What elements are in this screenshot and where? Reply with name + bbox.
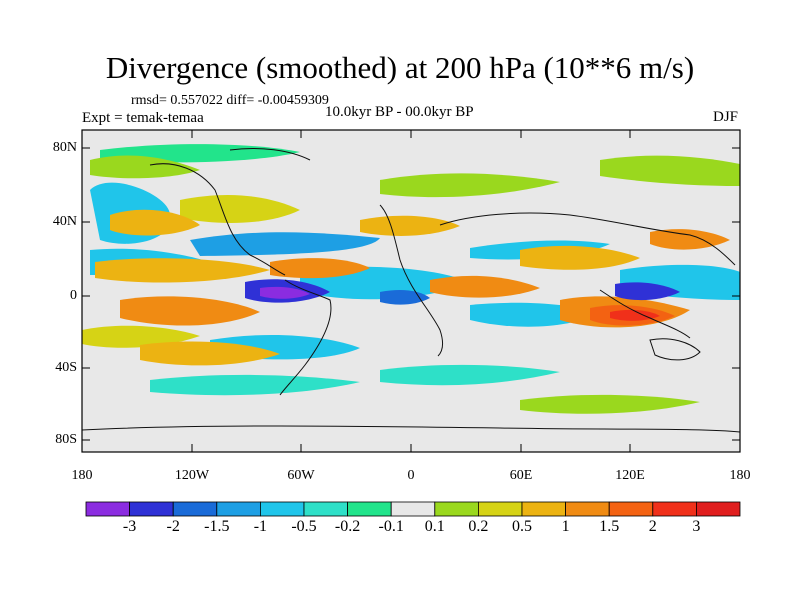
colorbar-swatch (347, 501, 392, 517)
colorbar-label: -1.5 (204, 518, 230, 535)
plot-title: Divergence (smoothed) at 200 hPa (10**6 … (105, 50, 695, 85)
colorbar-swatch (172, 501, 218, 517)
colorbar-label: -2 (166, 518, 180, 535)
lon-label-120w: 120W (174, 468, 210, 483)
stats-text: rmsd= 0.557022 diff= -0.00459309 (131, 93, 329, 108)
lon-label-120e: 120E (615, 468, 645, 483)
experiment-label: Expt = temak-temaa (82, 110, 204, 126)
colorbar (85, 501, 741, 517)
lon-label-60w: 60W (287, 468, 315, 483)
colorbar-label: -1 (253, 518, 268, 535)
colorbar-swatch (521, 501, 566, 517)
colorbar-swatch (652, 501, 697, 517)
colorbar-label: -0.5 (291, 518, 317, 535)
coastlines (82, 148, 740, 433)
colorbar-swatch (696, 501, 741, 517)
colorbar-swatch (216, 501, 261, 517)
colorbar-label: 2 (648, 518, 657, 535)
season-label: DJF (713, 109, 739, 125)
colorbar-label: 0.5 (512, 518, 532, 535)
lon-label-60e: 60E (509, 468, 533, 483)
colorbar-label: -3 (122, 518, 137, 535)
field-shading (82, 130, 740, 452)
colorbar-swatch (608, 501, 654, 517)
lat-label-0: 0 (70, 288, 77, 303)
colorbar-swatch (129, 501, 174, 517)
colorbar-swatch (434, 501, 479, 517)
colorbar-label: 3 (692, 518, 701, 535)
colorbar-label: -0.1 (378, 518, 404, 535)
lon-ticks (191, 130, 631, 452)
lat-ticks (82, 147, 740, 441)
colorbar-label: 1 (561, 518, 570, 535)
lon-label-0: 0 (407, 468, 415, 483)
lat-label-40n: 40N (52, 214, 77, 229)
lat-label-80s: 80S (55, 432, 77, 447)
colorbar-label: 0.1 (424, 518, 445, 535)
lat-label-40s: 40S (55, 360, 77, 375)
colorbar-swatch (477, 501, 523, 517)
colorbar-label: -0.2 (334, 518, 361, 535)
colorbar-swatch (85, 501, 130, 517)
colorbar-label: 1.5 (599, 518, 620, 535)
colorbar-label: 0.2 (468, 518, 489, 535)
colorbar-swatch (259, 501, 305, 517)
colorbar-swatch (303, 501, 348, 517)
colorbar-swatch (565, 501, 610, 517)
colorbar-swatch (390, 501, 436, 517)
lon-label-180e: 180 (729, 468, 751, 483)
lat-label-80n: 80N (52, 140, 77, 155)
period-label: 10.0kyr BP - 00.0kyr BP (325, 104, 474, 120)
lon-label-180w: 180 (71, 468, 93, 483)
